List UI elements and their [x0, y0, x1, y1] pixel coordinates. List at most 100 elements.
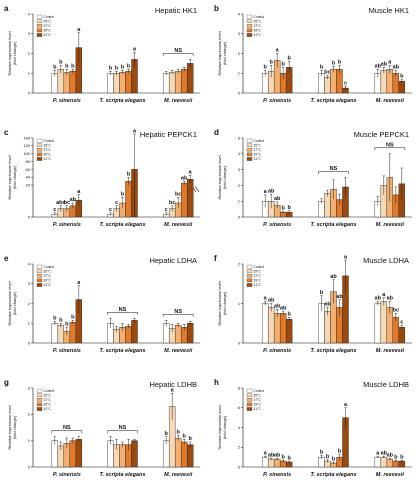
significance-letter: b [59, 317, 63, 323]
legend-swatch [246, 393, 253, 397]
significance-letter: a [77, 189, 81, 195]
significance-letter: ab [268, 452, 275, 458]
bar [273, 458, 281, 468]
category-label: T. scripta elegans [310, 98, 356, 104]
ns-label: NS [119, 307, 127, 313]
y-axis-label-unit: (fold change) [222, 291, 227, 315]
significance-letter: a [264, 189, 268, 195]
legend-swatch [36, 148, 43, 152]
bar [324, 311, 331, 344]
significance-letter: ab [268, 188, 275, 194]
significance-letter: a [388, 60, 392, 66]
ns-label: NS [63, 425, 71, 431]
significance-letter: a [264, 450, 268, 456]
bar [186, 323, 194, 344]
category-label: M. reevesii [376, 472, 405, 478]
significance-letter: a [189, 169, 193, 175]
significance-letter: b [400, 454, 404, 460]
panel-title: Hepatic LDHB [149, 380, 197, 389]
significance-letter: ab [387, 296, 394, 302]
legend-swatch [246, 269, 253, 273]
category-label: P. sinensis [263, 222, 291, 228]
significance-letter: abc [56, 200, 65, 206]
ns-label: NS [119, 425, 127, 431]
y-axis-label: Relative expression level [7, 31, 12, 75]
legend-label: 35°C [254, 19, 262, 23]
significance-letter: ab [387, 452, 394, 458]
significance-letter: b [338, 448, 342, 454]
y-tick-label: 1 [28, 71, 31, 76]
panel-b: b Muscle HK1 0 1 2 3 4 Relative expression leve… [214, 4, 412, 104]
significance-letter: a [77, 280, 81, 286]
axis-break-mark [194, 185, 200, 193]
significance-letter: b [320, 449, 324, 455]
significance-letter: ab [274, 304, 281, 310]
bar [374, 456, 382, 468]
y-tick-label: 1 [28, 438, 31, 443]
y-axis-label: Relative expression level [7, 405, 12, 449]
legend-swatch [36, 407, 43, 411]
legend-swatch [36, 388, 43, 393]
legend-label: 41°C [254, 33, 262, 37]
legend-label: Control [254, 15, 265, 19]
bar [69, 440, 77, 468]
legend-label: Control [254, 139, 265, 143]
significance-letter: bc [393, 308, 399, 314]
legend-label: Control [44, 139, 55, 143]
bar [279, 313, 287, 344]
legend-swatch [36, 138, 43, 143]
bar [380, 301, 388, 344]
significance-letter: c [400, 319, 403, 325]
y-axis-label: Relative expression level [7, 155, 12, 199]
legend-swatch [246, 274, 253, 278]
significance-letter: b [287, 455, 291, 461]
significance-letter: b [263, 64, 267, 70]
significance-letter: bc [324, 69, 330, 75]
significance-letter: c [165, 207, 168, 213]
legend-label: 37°C [44, 398, 52, 402]
bar [261, 303, 269, 344]
category-label: M. reevesii [376, 222, 405, 228]
legend-label: 41°C [44, 407, 52, 411]
significance-letter: b [400, 73, 404, 79]
legend-swatch [36, 24, 43, 28]
category-label: M. reevesii [164, 222, 193, 228]
bar [75, 439, 83, 468]
y-tick-label: 2 [28, 301, 31, 306]
significance-letter: a [382, 292, 386, 298]
legend-label: 35°C [254, 393, 262, 397]
significance-letter: b [326, 454, 330, 460]
legend-label: 37°C [254, 148, 262, 152]
significance-letter: b [127, 64, 131, 70]
bar [180, 182, 188, 218]
bar [125, 71, 132, 94]
category-label: P. sinensis [53, 472, 81, 478]
y-tick-label: 3 [28, 281, 31, 286]
y-tick-label: 0 [28, 90, 31, 95]
bar [398, 327, 406, 344]
y-tick-label: 4 [238, 11, 241, 16]
significance-letter: b [53, 64, 57, 70]
legend-label: 41°C [44, 283, 52, 287]
legend-swatch [246, 402, 253, 407]
bar [174, 71, 182, 94]
ns-bracket [162, 314, 194, 317]
legend-label: 41°C [44, 157, 52, 161]
category-label: P. sinensis [53, 348, 81, 354]
y-tick-label: 5 [238, 135, 241, 140]
ns-bracket [162, 53, 194, 56]
bar [69, 322, 77, 344]
y-tick-label: 1 [238, 199, 241, 204]
legend-label: 39°C [254, 403, 262, 407]
legend-label: 35°C [44, 19, 52, 23]
legend-swatch [246, 143, 253, 147]
y-axis-label: Relative expression level [217, 405, 222, 449]
bar [119, 72, 126, 94]
significance-letter: ab [280, 306, 287, 312]
legend-swatch [246, 24, 253, 28]
panel-letter: f [214, 254, 217, 263]
y-tick-label: 2 [238, 445, 241, 450]
y-axis-label-unit: (fold change) [12, 165, 17, 189]
y-tick-label: 2 [28, 51, 31, 56]
legend-swatch [36, 264, 43, 269]
